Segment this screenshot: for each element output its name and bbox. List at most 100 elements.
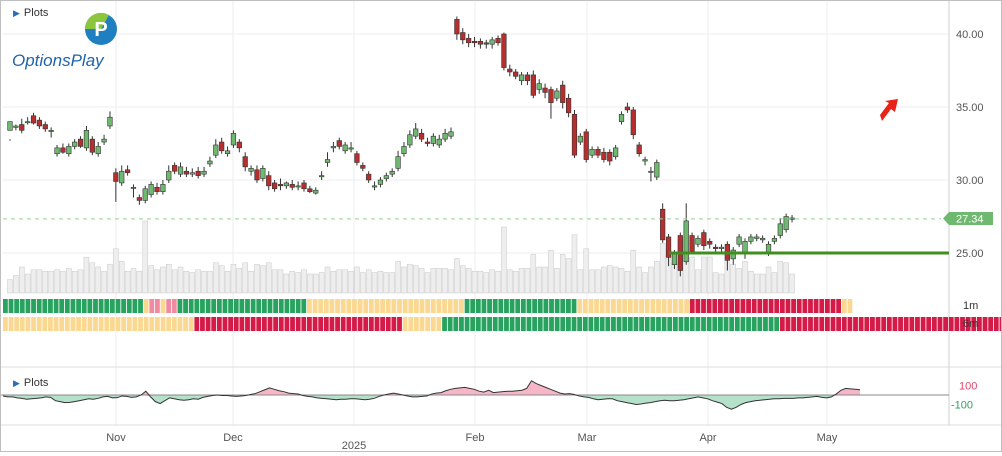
candle-up	[613, 147, 619, 157]
candle-up	[295, 185, 301, 188]
heatmap-cell	[256, 317, 262, 331]
candle-down	[366, 173, 372, 181]
volume-bar	[577, 269, 584, 294]
volume-bar	[689, 256, 695, 294]
heatmap-cell	[875, 317, 881, 331]
volume-bar	[48, 270, 54, 294]
heatmap-cell	[785, 317, 791, 331]
heatmap-cell	[233, 317, 239, 331]
heatmap-cell	[222, 317, 228, 331]
volume-bar	[701, 256, 707, 294]
volume-bar	[524, 268, 531, 294]
heatmap-cell	[368, 317, 374, 331]
heatmap-cell	[830, 317, 836, 331]
volume-bar	[771, 272, 778, 294]
candle-up	[589, 149, 595, 156]
candle-down	[636, 144, 642, 155]
volume-bar	[136, 270, 143, 294]
volume-bar	[783, 262, 789, 294]
volume-bar	[166, 263, 172, 294]
volume-bar	[336, 269, 343, 294]
candle-down	[548, 89, 554, 103]
candle-down	[501, 33, 507, 68]
heatmap-cell	[228, 317, 233, 331]
heatmap-cell	[447, 317, 453, 331]
heatmap-cell	[599, 317, 605, 331]
heatmap-cell	[718, 317, 723, 331]
candle-down	[219, 141, 225, 152]
candle-down	[524, 74, 531, 82]
heatmap-cell	[616, 317, 622, 331]
heatmap-cell	[808, 317, 813, 331]
heatmap-cell	[239, 317, 245, 331]
candle-up	[189, 172, 195, 175]
heatmap-cell	[611, 317, 616, 331]
heatmap-cell	[470, 299, 476, 313]
candle-down	[77, 138, 84, 147]
volume-bar	[54, 269, 60, 294]
candle-down	[336, 140, 342, 147]
heatmap-cell	[779, 317, 785, 331]
candle-up	[489, 39, 495, 45]
volume-bar	[289, 270, 295, 294]
volume-bar	[636, 266, 642, 294]
heatmap-cell	[582, 299, 588, 313]
heatmap-cell	[498, 299, 504, 313]
heatmap-cell	[993, 317, 999, 331]
heatmap-cell	[138, 317, 143, 331]
heatmap-cell	[31, 299, 36, 313]
heatmap-cell	[543, 299, 549, 313]
candle-down	[172, 165, 178, 172]
heatmap-cell	[695, 299, 701, 313]
heatmap-cell	[706, 317, 712, 331]
heatmap-cell	[763, 317, 768, 331]
volume-bar	[407, 263, 413, 294]
heatmap-cell	[836, 317, 842, 331]
heatmap-cell	[627, 299, 633, 313]
heatmap-cell	[566, 299, 571, 313]
heatmap-cell	[689, 299, 695, 313]
volume-bar	[71, 270, 78, 294]
heatmap-cell	[954, 317, 960, 331]
heatmap-cell	[323, 299, 329, 313]
volume-bar	[254, 263, 260, 294]
heatmap-cell	[909, 317, 915, 331]
heatmap-cell	[515, 299, 521, 313]
volume-bar	[648, 266, 654, 294]
candle-down	[712, 246, 719, 249]
heatmap-cell	[340, 299, 346, 313]
heatmap-cell	[278, 299, 284, 313]
candle-down	[183, 170, 190, 175]
heatmap-cell	[53, 317, 59, 331]
candle-down	[277, 184, 284, 187]
heatmap-cell	[87, 317, 93, 331]
heatmap-cell	[532, 317, 538, 331]
heatmap-cell	[295, 317, 301, 331]
time-tick-label: Feb	[466, 432, 485, 444]
heatmap-cell	[740, 299, 746, 313]
heatmap-cell	[903, 317, 909, 331]
candle-down	[595, 149, 601, 156]
volume-bar	[565, 258, 572, 294]
candle-down	[471, 40, 478, 44]
heatmap-cell	[216, 299, 222, 313]
candle-up	[442, 132, 448, 140]
heatmap-cell	[104, 317, 110, 331]
plots-toggle-top[interactable]: ▶ Plots	[13, 7, 48, 19]
candle-up	[348, 147, 354, 150]
candle-down	[665, 236, 672, 258]
plots-toggle-bottom[interactable]: ▶ Plots	[13, 377, 48, 389]
heatmap-cell	[453, 299, 459, 313]
heatmap-cell	[278, 317, 284, 331]
volume-bar	[389, 272, 395, 294]
heatmap-cell	[436, 317, 442, 331]
volume-bar	[383, 272, 390, 294]
heatmap-cell	[419, 317, 425, 331]
heatmap-cell	[791, 299, 796, 313]
volume-bar	[313, 273, 319, 294]
heatmap-cell	[504, 317, 509, 331]
heatmap-cell	[841, 299, 847, 313]
candle-down	[242, 156, 248, 168]
heatmap-cell	[672, 299, 678, 313]
candle-down	[19, 124, 25, 131]
